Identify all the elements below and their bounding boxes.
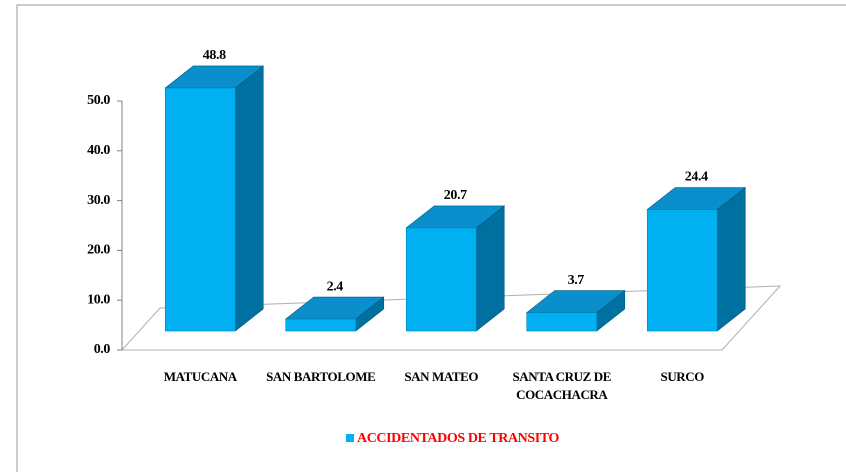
bar-side — [234, 65, 264, 332]
value-label: 3.7 — [568, 273, 585, 288]
x-tick-label: SANTA CRUZ DE COCACHACRA — [512, 369, 612, 402]
y-tick-label: 0.0 — [94, 342, 111, 357]
bar — [646, 186, 747, 332]
x-tick-label: MATUCANA — [163, 369, 238, 384]
y-tick-label: 20.0 — [87, 243, 110, 258]
value-label: 20.7 — [444, 188, 467, 203]
bar-front — [526, 312, 598, 332]
value-label: 48.8 — [203, 48, 226, 63]
y-tick-label: 10.0 — [87, 292, 110, 307]
value-label: 24.4 — [685, 170, 708, 185]
bar — [525, 289, 626, 332]
x-tick-label: SAN BARTOLOME — [266, 369, 376, 384]
bar — [405, 205, 506, 332]
y-tick-label: 30.0 — [87, 193, 110, 208]
bar-front — [405, 227, 477, 332]
bar-front — [646, 209, 718, 332]
bar-front — [285, 318, 357, 332]
bar-front — [164, 87, 236, 332]
legend-label: ACCIDENTADOS DE TRANSITO — [357, 431, 560, 446]
bar — [164, 65, 265, 332]
y-tick-label: 40.0 — [87, 143, 110, 158]
y-tick-label: 50.0 — [87, 93, 110, 108]
value-label: 2.4 — [327, 279, 344, 294]
chart-frame — [16, 4, 846, 472]
legend-swatch — [346, 434, 354, 442]
bar — [284, 296, 385, 332]
x-tick-label: SURCO — [660, 369, 704, 384]
bar-side — [716, 186, 746, 332]
x-tick-label: SAN MATEO — [404, 369, 479, 384]
